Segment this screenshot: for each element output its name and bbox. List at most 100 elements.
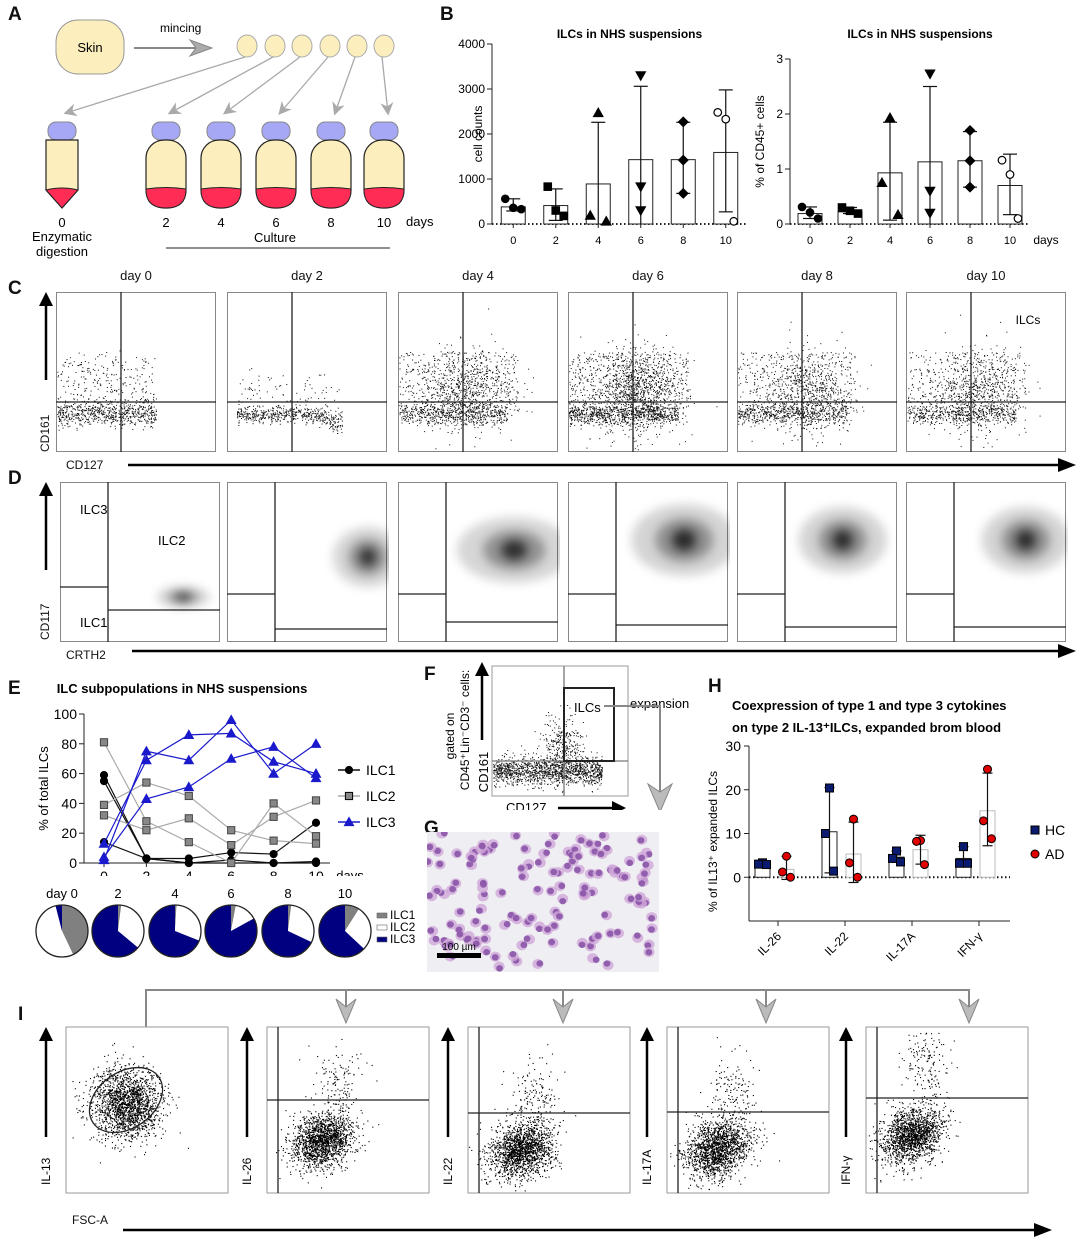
- data-point-ilc3: [268, 756, 280, 766]
- y-axis-label: IFN-γ: [839, 1156, 853, 1185]
- data-point-ilc2: [99, 811, 109, 820]
- scale-bar: [437, 953, 481, 958]
- data-point-ilc2: [269, 812, 278, 821]
- density-cloud: [631, 504, 730, 576]
- data-point: [721, 114, 731, 124]
- connector-arrowhead: [755, 998, 777, 1025]
- data-point: [713, 107, 723, 117]
- data-point-hc: [762, 860, 771, 870]
- pie-slice-ilc3: [205, 905, 257, 957]
- chart-b-percent-cd45: ILCs in NHS suspensions 0 1 2 3 % of CD45+ ce…: [753, 27, 1059, 247]
- mincing-arrow: [134, 38, 214, 58]
- data-point-ad: [782, 851, 791, 861]
- pie-slice-ilc1: [118, 905, 122, 931]
- y-axis-label: IL-22: [441, 1157, 455, 1185]
- data-point: [813, 214, 823, 223]
- tissue-piece: [346, 34, 368, 58]
- d-y-axis-arrow: [39, 482, 53, 570]
- culture-media: [310, 187, 352, 209]
- data-point-ad: [983, 764, 992, 774]
- y-axis-label: IL-13: [39, 1157, 53, 1185]
- y-tick-label: 0: [776, 217, 783, 231]
- data-point: [1013, 214, 1023, 223]
- data-point-ad: [786, 872, 795, 882]
- pie-slice-ilc2: [36, 905, 74, 957]
- scale-bar-label: 100 µm: [442, 942, 476, 953]
- x-axis-label: CD127: [506, 800, 546, 810]
- panel-letter-d: D: [8, 468, 22, 489]
- tube-cap: [151, 121, 181, 141]
- ilc-gate-label: ILCs: [1016, 313, 1041, 327]
- y-axis-label: CD161: [476, 752, 491, 792]
- expansion-label: expansion: [630, 696, 689, 711]
- pie-slice-ilc1: [231, 905, 236, 931]
- x-tick-label: 6: [638, 235, 644, 247]
- flow-plot-frame: [865, 1026, 1029, 1194]
- data-point-ilc2: [269, 836, 278, 845]
- data-point: [592, 107, 604, 118]
- legend-marker: [343, 816, 355, 827]
- data-point-hc: [892, 846, 901, 856]
- stained-cells: [427, 832, 658, 972]
- y-tick-label: 1: [776, 162, 783, 176]
- data-point-hc: [896, 857, 905, 867]
- y-axis-arrowhead: [640, 1027, 654, 1041]
- pie-label: 4: [171, 886, 178, 901]
- panel-letter-e: E: [8, 678, 21, 699]
- legend-label: ILC1: [366, 762, 396, 778]
- culture-label: Culture: [254, 230, 296, 245]
- data-point: [508, 203, 518, 213]
- panel-letter-f: F: [424, 664, 436, 685]
- x-tick-label: 4: [887, 235, 893, 247]
- legend-marker: [344, 765, 354, 775]
- series-line-ilc3: [103, 719, 317, 861]
- events: [469, 1044, 577, 1192]
- data-point-ilc1: [269, 858, 278, 868]
- pie-label: 2: [114, 886, 121, 901]
- data-point-ilc3: [140, 793, 152, 804]
- data-point-ilc2: [227, 826, 236, 835]
- series-line-ilc3: [103, 732, 317, 844]
- y-tick-label: 2: [776, 107, 783, 121]
- data-point-ilc2: [99, 738, 109, 747]
- events: [569, 324, 718, 451]
- y-tick-label: 1000: [458, 172, 485, 186]
- data-point-ad: [845, 858, 854, 868]
- y-tick-label: 4000: [458, 37, 485, 51]
- data-point-ilc3: [225, 753, 237, 763]
- x-tick-label: IL-22: [822, 929, 851, 958]
- flow-dot-plot: [737, 292, 897, 452]
- ilc2-gate-label: ILC2: [158, 533, 185, 548]
- y-axis-label: % of CD45+ cells: [753, 95, 767, 187]
- chart-title: ILCs in NHS suspensions: [557, 27, 703, 41]
- data-point-hc: [955, 858, 964, 868]
- day-label: 2: [162, 215, 169, 230]
- plot-frame: [737, 292, 897, 452]
- legend-label: ILC2: [366, 788, 396, 804]
- data-point-ad: [849, 814, 858, 824]
- transfer-arrow: [332, 56, 356, 116]
- data-point-ad: [987, 834, 996, 844]
- data-point-ilc1: [99, 776, 109, 786]
- panel-g-cytospin-image: 100 µm: [427, 832, 659, 972]
- x-tick-label: 0: [510, 235, 516, 247]
- pie-slice-ilc3: [262, 905, 312, 957]
- events: [670, 1037, 781, 1191]
- flow-plot-title: day 2: [291, 268, 323, 283]
- transfer-arrow: [63, 56, 246, 117]
- data-point-ilc1: [227, 848, 236, 857]
- series-line-ilc1: [103, 780, 317, 864]
- data-point: [551, 206, 561, 215]
- data-point-ilc3: [225, 714, 237, 725]
- events: [868, 1032, 961, 1183]
- data-point-ilc2: [99, 800, 109, 809]
- tissue-piece: [236, 34, 258, 58]
- y-tick-label: 3: [776, 52, 783, 66]
- y-tick-label: 60: [61, 766, 77, 782]
- plot-frame: [227, 292, 387, 452]
- flow-plot-frame: [666, 1026, 830, 1194]
- data-point-ilc2: [184, 838, 193, 847]
- chart-e-ilc-subpopulations: ILC subpopulations in NHS suspensions020…: [36, 681, 396, 876]
- data-point-ilc2: [311, 796, 321, 805]
- pie-slice-ilc2: [118, 905, 144, 948]
